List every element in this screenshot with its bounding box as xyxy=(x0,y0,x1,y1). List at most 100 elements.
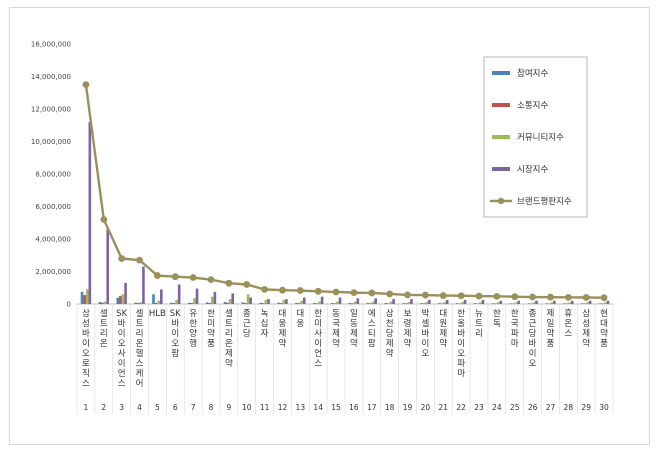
line-point xyxy=(529,293,536,301)
rank-label: 4 xyxy=(137,403,142,412)
bar xyxy=(103,301,107,304)
rank-label: 23 xyxy=(474,403,484,412)
bar xyxy=(428,299,431,304)
bar xyxy=(121,294,125,304)
bar xyxy=(139,302,143,304)
legend-swatch-marker xyxy=(497,197,505,205)
rank-label: 15 xyxy=(331,403,341,412)
bar xyxy=(527,303,530,304)
rank-label: 14 xyxy=(313,403,323,412)
bar xyxy=(586,302,589,304)
bar xyxy=(88,122,92,304)
bar xyxy=(193,298,196,304)
bar xyxy=(425,302,428,304)
bar xyxy=(208,303,211,304)
bar xyxy=(282,299,286,304)
line-point xyxy=(100,216,108,223)
line-point xyxy=(118,255,126,262)
rank-label: 19 xyxy=(403,403,413,412)
bar xyxy=(85,289,89,304)
rank-label: 11 xyxy=(260,403,270,412)
legend-swatch xyxy=(492,103,510,107)
bar xyxy=(517,300,520,304)
bar xyxy=(285,299,288,304)
bar xyxy=(374,298,377,304)
y-tick-label: 0 xyxy=(67,301,71,309)
rank-label: 7 xyxy=(191,403,196,412)
bar xyxy=(494,303,497,305)
chart-frame: 0 2,000,000 4,000,000 6,000,000 8,000,000 10,… xyxy=(9,7,650,445)
bar xyxy=(177,284,181,304)
y-tick-label: 4,000,000 xyxy=(35,236,71,244)
bar xyxy=(440,303,444,305)
line-point xyxy=(422,291,429,299)
bar xyxy=(241,302,245,304)
bar xyxy=(455,303,459,304)
bar xyxy=(106,229,109,304)
rank-label: 20 xyxy=(421,403,431,412)
bar xyxy=(481,299,485,304)
bar xyxy=(499,300,503,304)
rank-label: 27 xyxy=(546,403,556,412)
bar xyxy=(545,303,548,304)
bar xyxy=(530,303,533,305)
bar xyxy=(476,303,479,305)
bar xyxy=(83,295,86,304)
rank-label: 5 xyxy=(155,403,160,412)
rank-label: 17 xyxy=(367,403,377,412)
line-point xyxy=(457,292,465,300)
y-tick-label: 12,000,000 xyxy=(31,106,71,114)
bar xyxy=(223,302,227,304)
line-point xyxy=(225,279,233,287)
bar xyxy=(369,303,372,304)
rank-label: 1 xyxy=(84,403,89,412)
rank-label: 24 xyxy=(492,403,502,412)
rank-label: 21 xyxy=(438,403,448,412)
category-label: HLB xyxy=(149,309,166,319)
bar xyxy=(142,266,145,304)
bar xyxy=(228,299,232,304)
bar xyxy=(570,300,574,304)
bar xyxy=(387,303,390,304)
line-point xyxy=(171,273,179,281)
bar xyxy=(496,302,500,304)
bar xyxy=(154,303,158,304)
category-label: SK 바 이 오 팜 xyxy=(170,309,181,359)
bar xyxy=(318,301,321,304)
bar xyxy=(313,303,316,304)
rank-label: 3 xyxy=(119,403,124,412)
bar xyxy=(297,303,301,304)
bar xyxy=(404,303,408,304)
bar xyxy=(226,302,229,304)
bar xyxy=(134,302,137,304)
bar xyxy=(244,303,247,304)
bar xyxy=(246,294,250,304)
line-point xyxy=(439,292,447,299)
rank-label: 13 xyxy=(296,403,306,412)
bar xyxy=(479,302,482,304)
rank-label: 22 xyxy=(456,403,466,412)
bar xyxy=(389,301,393,304)
bar xyxy=(295,302,298,304)
bar xyxy=(315,303,319,304)
bar xyxy=(279,303,283,304)
rank-label: 18 xyxy=(385,403,395,412)
bar xyxy=(410,299,413,304)
bar xyxy=(598,303,602,304)
bar xyxy=(565,303,569,305)
line-point xyxy=(547,293,554,301)
rank-label: 2 xyxy=(101,403,106,412)
bar xyxy=(348,303,352,304)
bar xyxy=(259,302,262,304)
